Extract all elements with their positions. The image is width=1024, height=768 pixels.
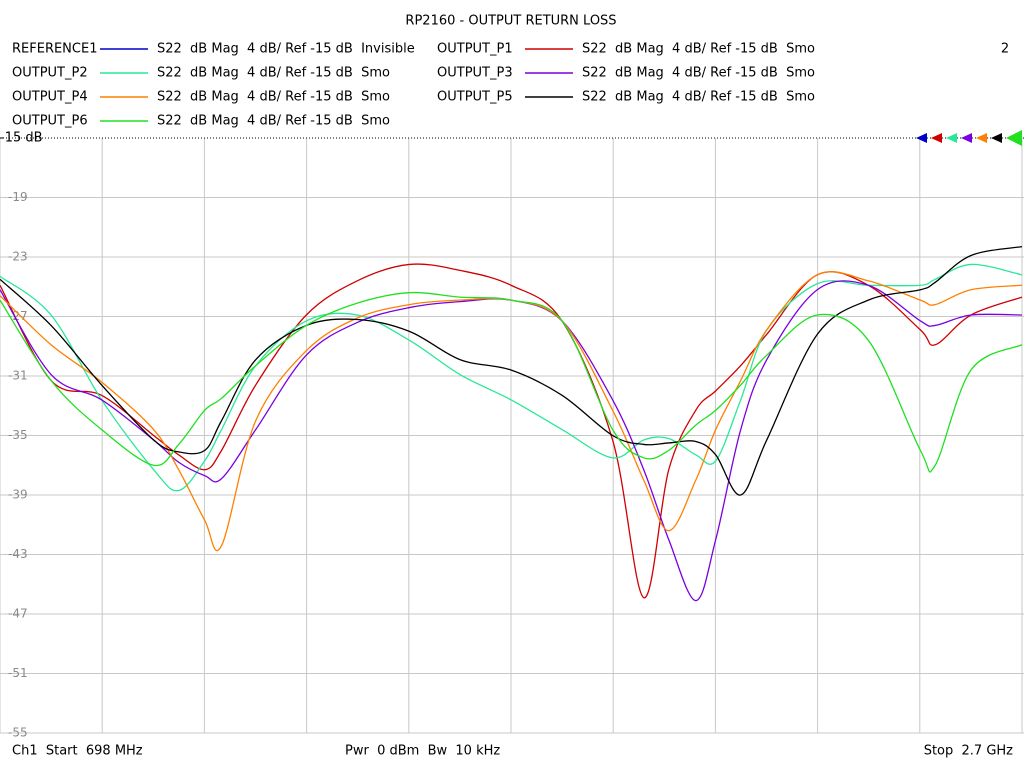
legend-name: OUTPUT_P6 xyxy=(12,114,88,129)
legend-format: S22 dB Mag 4 dB/ Ref -15 dB Smo xyxy=(157,90,390,105)
channel-annotation: 2 xyxy=(1001,42,1009,57)
y-tick-label: -47 xyxy=(8,607,28,621)
legend-format: S22 dB Mag 4 dB/ Ref -15 dB Smo xyxy=(582,66,815,81)
legend-name: REFERENCE1 xyxy=(12,42,97,57)
legend-format: S22 dB Mag 4 dB/ Ref -15 dB Smo xyxy=(157,114,390,129)
y-tick-label: -23 xyxy=(8,250,28,264)
legend-format: S22 dB Mag 4 dB/ Ref -15 dB Invisible xyxy=(157,42,415,57)
y-tick-label: -19 xyxy=(8,190,28,204)
ref-level-marker xyxy=(1006,130,1022,146)
legend-name: OUTPUT_P2 xyxy=(12,66,88,81)
y-tick-label: -51 xyxy=(8,666,28,680)
legend-format: S22 dB Mag 4 dB/ Ref -15 dB Smo xyxy=(582,42,815,57)
ref-level-marker xyxy=(931,133,942,143)
footer-stop: Stop 2.7 GHz xyxy=(924,744,1013,759)
y-tick-label: -55 xyxy=(8,726,28,740)
trace-line xyxy=(0,291,1023,473)
legend-name: OUTPUT_P4 xyxy=(12,90,88,105)
trace-line xyxy=(0,280,1023,602)
y-tick-label: -15 dB xyxy=(0,131,43,146)
legend-format: S22 dB Mag 4 dB/ Ref -15 dB Smo xyxy=(157,66,390,81)
legend-name: OUTPUT_P5 xyxy=(437,90,513,105)
legend: REFERENCE1 S22 dB Mag 4 dB/ Ref -15 dB In… xyxy=(12,42,1022,146)
ref-level-marker xyxy=(961,133,972,143)
legend-name: OUTPUT_P1 xyxy=(437,42,513,57)
y-tick-label: -35 xyxy=(8,428,28,442)
chart-title: RP2160 - OUTPUT RETURN LOSS xyxy=(405,14,616,29)
footer-power: Pwr 0 dBm Bw 10 kHz xyxy=(345,744,500,759)
legend-name: OUTPUT_P3 xyxy=(437,66,513,81)
y-tick-label: -31 xyxy=(8,369,28,383)
trace-line xyxy=(0,245,1023,496)
traces xyxy=(0,245,1023,602)
ref-level-marker xyxy=(946,133,957,143)
ref-level-marker xyxy=(916,133,927,143)
grid: -15 dB-19-23-27-31-35-39-43-47-51-55 xyxy=(0,131,1024,740)
ref-level-marker xyxy=(976,133,987,143)
footer-start: Ch1 Start 698 MHz xyxy=(12,744,143,759)
y-tick-label: -39 xyxy=(8,488,28,502)
legend-format: S22 dB Mag 4 dB/ Ref -15 dB Smo xyxy=(582,90,815,105)
ref-level-marker xyxy=(991,133,1002,143)
y-tick-label: -43 xyxy=(8,547,28,561)
trace-line xyxy=(0,263,1023,492)
